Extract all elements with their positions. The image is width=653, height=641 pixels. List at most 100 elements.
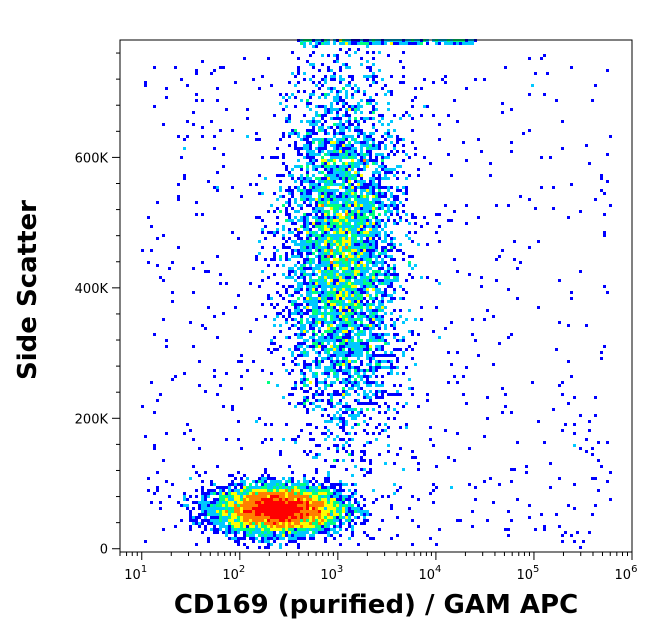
- data-point: [351, 384, 354, 387]
- data-point: [309, 522, 312, 525]
- data-point: [303, 486, 306, 489]
- data-point: [294, 240, 297, 243]
- data-point: [348, 150, 351, 153]
- data-point: [216, 486, 219, 489]
- data-point: [309, 267, 312, 270]
- data-point: [309, 123, 312, 126]
- data-point: [159, 393, 162, 396]
- data-point: [285, 543, 288, 546]
- data-point: [279, 180, 282, 183]
- data-point: [144, 435, 147, 438]
- data-point: [369, 324, 372, 327]
- data-point: [294, 333, 297, 336]
- data-point: [312, 138, 315, 141]
- data-point: [312, 225, 315, 228]
- data-point: [336, 300, 339, 303]
- data-point: [408, 231, 411, 234]
- data-point: [282, 507, 285, 510]
- data-point: [366, 159, 369, 162]
- data-point: [339, 186, 342, 189]
- data-point: [315, 345, 318, 348]
- data-point: [375, 222, 378, 225]
- data-point: [606, 153, 609, 156]
- data-point: [255, 183, 258, 186]
- data-point: [318, 507, 321, 510]
- data-point: [318, 186, 321, 189]
- data-point: [273, 324, 276, 327]
- data-point: [270, 522, 273, 525]
- data-point: [351, 324, 354, 327]
- data-point: [276, 384, 279, 387]
- x-tick-label: 101: [124, 564, 147, 583]
- data-point: [360, 195, 363, 198]
- data-point: [306, 237, 309, 240]
- data-point: [603, 285, 606, 288]
- data-point: [303, 261, 306, 264]
- data-point: [339, 150, 342, 153]
- data-point: [204, 495, 207, 498]
- data-point: [315, 273, 318, 276]
- data-point: [342, 261, 345, 264]
- data-point: [378, 345, 381, 348]
- data-point: [294, 165, 297, 168]
- data-point: [177, 501, 180, 504]
- data-point: [219, 129, 222, 132]
- data-point: [381, 246, 384, 249]
- data-point: [297, 291, 300, 294]
- data-point: [324, 138, 327, 141]
- data-point: [351, 525, 354, 528]
- data-point: [366, 234, 369, 237]
- data-point: [354, 204, 357, 207]
- data-point: [369, 240, 372, 243]
- data-point: [345, 519, 348, 522]
- data-point: [318, 225, 321, 228]
- data-point: [333, 153, 336, 156]
- data-point: [195, 72, 198, 75]
- data-point: [360, 201, 363, 204]
- data-point: [324, 492, 327, 495]
- data-point: [333, 414, 336, 417]
- data-point: [384, 342, 387, 345]
- data-point: [303, 528, 306, 531]
- data-point: [378, 333, 381, 336]
- data-point: [384, 255, 387, 258]
- data-point: [279, 174, 282, 177]
- data-point: [321, 273, 324, 276]
- data-point: [276, 348, 279, 351]
- data-point: [339, 318, 342, 321]
- data-point: [312, 90, 315, 93]
- data-point: [279, 543, 282, 546]
- data-point: [357, 198, 360, 201]
- data-point: [609, 135, 612, 138]
- data-point: [267, 537, 270, 540]
- data-point: [300, 483, 303, 486]
- data-point: [342, 216, 345, 219]
- data-point: [378, 225, 381, 228]
- data-point: [342, 417, 345, 420]
- data-point: [222, 492, 225, 495]
- data-point: [348, 279, 351, 282]
- data-point: [354, 465, 357, 468]
- data-point: [522, 132, 525, 135]
- data-point: [318, 126, 321, 129]
- data-point: [315, 237, 318, 240]
- data-point: [243, 504, 246, 507]
- data-point: [234, 306, 237, 309]
- data-point: [336, 351, 339, 354]
- data-point: [369, 417, 372, 420]
- data-point: [345, 513, 348, 516]
- data-point: [309, 93, 312, 96]
- data-point: [387, 108, 390, 111]
- data-point: [384, 312, 387, 315]
- data-point: [384, 237, 387, 240]
- data-point: [372, 201, 375, 204]
- data-point: [348, 393, 351, 396]
- data-point: [360, 510, 363, 513]
- data-point: [315, 177, 318, 180]
- data-point: [231, 528, 234, 531]
- data-point: [294, 510, 297, 513]
- data-point: [363, 258, 366, 261]
- data-point: [252, 537, 255, 540]
- data-point: [354, 516, 357, 519]
- data-point: [300, 519, 303, 522]
